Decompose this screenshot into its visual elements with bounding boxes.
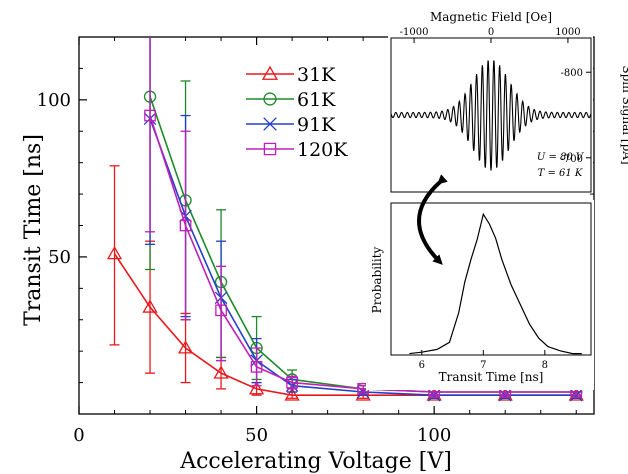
legend-marker (263, 142, 277, 156)
transit-inset-white-bg (366, 200, 594, 390)
transit-inset-x-tick-label: 6 (419, 360, 425, 371)
data-point (215, 304, 227, 317)
spin-inset-right-tick-label: -800 (561, 68, 583, 79)
data-point (177, 340, 194, 354)
transit-inset-ticks: 6 7 8 (419, 350, 548, 371)
legend-label: 91K (297, 114, 336, 136)
legend-label: 120K (297, 139, 348, 161)
spin-signal-inset: Magnetic Field [Oe] Spin Signal [pA] -10… (388, 10, 628, 193)
spin-inset-annotation-temperature: T = 61 K (538, 168, 583, 179)
x-axis-label: Accelerating Voltage [V] (179, 449, 452, 474)
legend-marker (261, 65, 279, 80)
transit-inset-x-tick-label: 7 (480, 360, 486, 371)
data-point (213, 365, 229, 379)
data-point (497, 387, 513, 401)
legend: 31K 61K 91K 120K (246, 64, 348, 161)
data-point (179, 219, 192, 232)
legend-label: 31K (297, 64, 336, 86)
legend-item: 120K (246, 139, 348, 161)
legend-marker (263, 92, 277, 106)
transit-inset-ylabel: Probability (370, 246, 384, 313)
spin-signal-oscillation-curve (390, 60, 592, 171)
data-point (142, 299, 158, 313)
x-tick-label: 100 (417, 425, 451, 446)
data-point (248, 381, 265, 395)
x-tick-label: 0 (73, 425, 84, 446)
data-point (284, 387, 300, 401)
spin-inset-annotation-voltage: U = 80 V (537, 152, 585, 163)
spin-inset-ticks: -1000 0 1000 -800 -700 (400, 27, 591, 165)
data-point (144, 109, 156, 122)
legend-label: 61K (297, 89, 336, 111)
transit-distribution-inset: Probability Transit Time [ns] 6 7 8 (366, 200, 594, 390)
transit-probability-curve (409, 212, 582, 355)
data-point (568, 387, 584, 401)
series-line (149, 115, 577, 393)
transit-inset-frame (390, 202, 592, 356)
x-tick-label: 50 (245, 425, 268, 446)
y-tick-label: 100 (37, 90, 71, 111)
double-headed-arrow (417, 174, 448, 265)
legend-marker (263, 117, 277, 131)
spin-inset-top-tick-label: -1000 (400, 27, 429, 38)
legend-item: 31K (246, 64, 336, 86)
spin-inset-right-axis-label: Spin Signal [pA] (620, 65, 628, 164)
spin-inset-right-tick-label: -700 (561, 154, 583, 165)
spin-inset-top-axis-label: Magnetic Field [Oe] (430, 10, 552, 24)
spin-inset-top-tick-label: 1000 (555, 27, 580, 38)
main-axis-ticks: 0 50 100 50 100 (37, 37, 594, 446)
data-point (286, 376, 298, 389)
series-120K (144, 37, 583, 398)
legend-item: 61K (246, 89, 336, 111)
transit-inset-xlabel: Transit Time [ns] (439, 370, 544, 384)
curved-arrow-path (417, 174, 448, 265)
y-axis-label: Transit Time [ns] (21, 134, 46, 326)
spin-inset-top-tick-label: 0 (488, 27, 494, 38)
main-plot: 0 50 100 50 100 Accelerating Voltage [V] Tra… (21, 36, 595, 474)
main-series-group (106, 37, 584, 402)
data-point (106, 245, 123, 260)
data-point (250, 361, 263, 373)
y-tick-label: 50 (48, 247, 71, 268)
transit-inset-x-tick-label: 8 (542, 360, 548, 371)
legend-item: 91K (246, 114, 336, 136)
